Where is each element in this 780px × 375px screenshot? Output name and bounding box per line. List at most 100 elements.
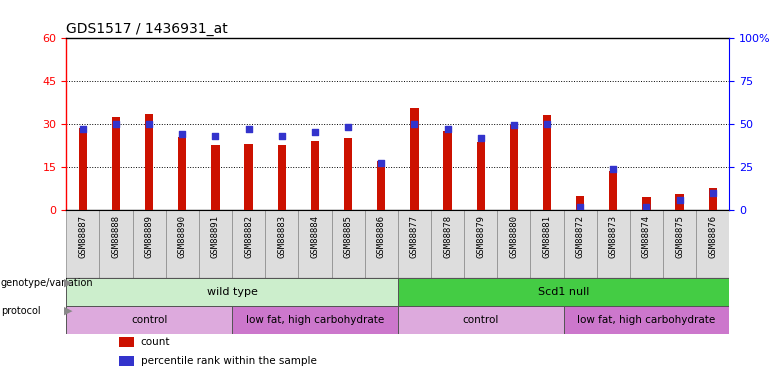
- Bar: [398, 306, 563, 334]
- Text: GSM88887: GSM88887: [78, 215, 87, 258]
- Text: wild type: wild type: [207, 286, 257, 297]
- Text: GSM88875: GSM88875: [675, 215, 684, 258]
- Bar: [66, 210, 100, 278]
- Text: GSM88886: GSM88886: [377, 215, 386, 258]
- Bar: [675, 194, 684, 210]
- Text: GSM88885: GSM88885: [343, 215, 353, 258]
- Point: [275, 133, 288, 139]
- Text: GSM88883: GSM88883: [277, 215, 286, 258]
- Bar: [278, 146, 286, 210]
- Bar: [145, 114, 154, 210]
- Bar: [696, 210, 729, 278]
- Text: GSM88881: GSM88881: [542, 215, 551, 258]
- Bar: [477, 142, 485, 210]
- Bar: [310, 141, 319, 210]
- Point: [441, 126, 454, 132]
- Point: [640, 204, 653, 210]
- Bar: [344, 138, 353, 210]
- Bar: [576, 196, 584, 210]
- Bar: [708, 188, 717, 210]
- Bar: [199, 210, 232, 278]
- Point: [243, 126, 255, 132]
- Point: [408, 121, 420, 127]
- Text: control: control: [131, 315, 168, 325]
- Text: GSM88884: GSM88884: [310, 215, 320, 258]
- Bar: [232, 306, 398, 334]
- Bar: [332, 210, 364, 278]
- Bar: [530, 210, 563, 278]
- Text: GSM88872: GSM88872: [576, 215, 585, 258]
- Text: low fat, high carbohydrate: low fat, high carbohydrate: [246, 315, 384, 325]
- Text: GSM88888: GSM88888: [112, 215, 121, 258]
- Bar: [112, 117, 120, 210]
- Bar: [642, 197, 651, 210]
- Bar: [563, 210, 597, 278]
- Text: GSM88889: GSM88889: [144, 215, 154, 258]
- Text: control: control: [463, 315, 499, 325]
- Text: Scd1 null: Scd1 null: [538, 286, 589, 297]
- Point: [375, 160, 388, 166]
- Point: [76, 126, 89, 132]
- Bar: [464, 210, 498, 278]
- Point: [574, 204, 587, 210]
- Bar: [609, 171, 618, 210]
- Bar: [119, 356, 134, 366]
- Text: GSM88878: GSM88878: [443, 215, 452, 258]
- Bar: [178, 137, 186, 210]
- Bar: [133, 210, 166, 278]
- Bar: [119, 337, 134, 347]
- Text: count: count: [140, 337, 170, 347]
- Point: [541, 121, 553, 127]
- Text: protocol: protocol: [1, 306, 41, 315]
- Text: GDS1517 / 1436931_at: GDS1517 / 1436931_at: [66, 22, 228, 36]
- Point: [209, 133, 222, 139]
- Point: [176, 131, 189, 137]
- Bar: [543, 115, 551, 210]
- Bar: [165, 210, 199, 278]
- Bar: [410, 108, 419, 210]
- Point: [342, 124, 354, 130]
- Bar: [563, 306, 729, 334]
- Bar: [498, 210, 530, 278]
- Bar: [377, 161, 385, 210]
- Bar: [100, 210, 133, 278]
- Bar: [265, 210, 298, 278]
- Point: [143, 121, 155, 127]
- Bar: [630, 210, 663, 278]
- Point: [474, 135, 487, 141]
- Bar: [211, 146, 220, 210]
- Text: GSM88876: GSM88876: [708, 215, 718, 258]
- Point: [110, 121, 122, 127]
- Text: ▶: ▶: [64, 306, 73, 315]
- Point: [707, 190, 719, 196]
- Point: [508, 123, 520, 129]
- Text: GSM88890: GSM88890: [178, 215, 187, 258]
- Point: [673, 196, 686, 202]
- Bar: [398, 278, 729, 306]
- Bar: [79, 128, 87, 210]
- Text: GSM88873: GSM88873: [608, 215, 618, 258]
- Bar: [443, 131, 452, 210]
- Text: GSM88879: GSM88879: [476, 215, 485, 258]
- Text: GSM88880: GSM88880: [509, 215, 519, 258]
- Bar: [364, 210, 398, 278]
- Bar: [398, 210, 431, 278]
- Text: GSM88874: GSM88874: [642, 215, 651, 258]
- Text: percentile rank within the sample: percentile rank within the sample: [140, 356, 317, 366]
- Bar: [431, 210, 464, 278]
- Bar: [597, 210, 629, 278]
- Text: low fat, high carbohydrate: low fat, high carbohydrate: [577, 315, 715, 325]
- Bar: [244, 144, 253, 210]
- Bar: [298, 210, 331, 278]
- Text: GSM88877: GSM88877: [410, 215, 419, 258]
- Bar: [509, 125, 518, 210]
- Bar: [232, 210, 265, 278]
- Text: GSM88882: GSM88882: [244, 215, 254, 258]
- Point: [309, 129, 321, 135]
- Bar: [66, 278, 398, 306]
- Text: ▶: ▶: [64, 278, 73, 288]
- Bar: [66, 306, 232, 334]
- Bar: [663, 210, 696, 278]
- Point: [607, 166, 619, 172]
- Text: genotype/variation: genotype/variation: [1, 278, 94, 288]
